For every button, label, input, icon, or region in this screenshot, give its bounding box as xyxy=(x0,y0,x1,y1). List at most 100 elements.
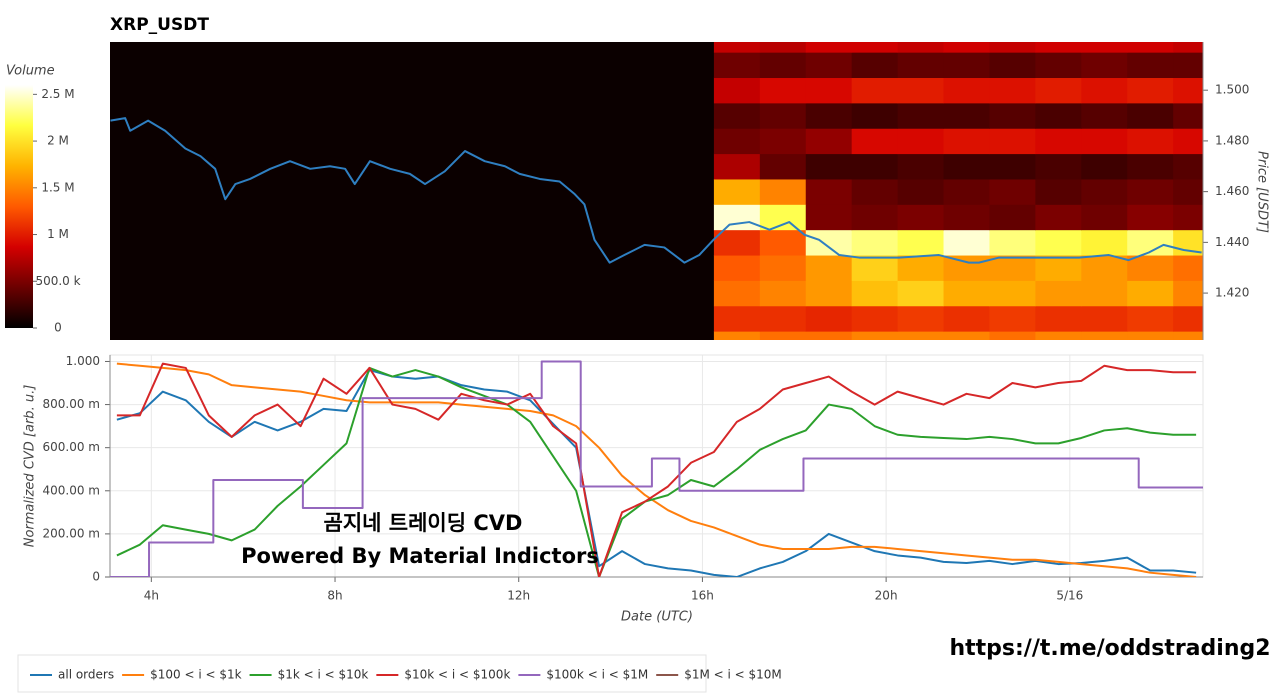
heatmap-cell xyxy=(897,128,945,155)
heatmap-cell xyxy=(1173,42,1203,53)
heatmap-cell xyxy=(943,128,990,155)
heatmap-cell xyxy=(713,331,761,340)
heatmap-cell xyxy=(713,42,761,53)
plot-background xyxy=(109,354,1204,578)
heatmap-cell xyxy=(713,280,761,307)
heatmap-cell xyxy=(1127,255,1174,281)
heatmap-cell xyxy=(897,102,945,129)
heatmap-cell xyxy=(943,305,990,332)
heatmap-cell xyxy=(1127,178,1174,205)
heatmap-cell xyxy=(1035,255,1082,281)
heatmap-cell xyxy=(1035,178,1082,205)
heatmap-cell xyxy=(851,178,899,205)
heatmap-cell xyxy=(713,305,761,332)
heatmap-cell xyxy=(1127,52,1174,79)
heatmap-cell xyxy=(1081,153,1128,180)
heatmap-cell xyxy=(713,204,761,231)
heatmap-cell xyxy=(759,204,807,231)
heatmap-cell xyxy=(1173,204,1203,231)
y-tick-label: 1.480 xyxy=(1215,133,1249,147)
heatmap-cell xyxy=(759,331,807,340)
heatmap-cell xyxy=(943,77,990,104)
colorbar xyxy=(5,85,33,328)
heatmap-cell xyxy=(1127,204,1174,231)
legend-label: $1M < i < $10M xyxy=(684,668,782,682)
heatmap-cell xyxy=(759,153,807,180)
heatmap-cell xyxy=(989,305,1036,332)
y-tick-label: 1.500 xyxy=(1215,83,1249,97)
series-line xyxy=(110,360,1203,577)
heatmap-cell xyxy=(1081,331,1128,340)
series-line xyxy=(110,117,1202,264)
heatmap-cell xyxy=(1081,128,1128,155)
heatmap-cell xyxy=(713,128,761,155)
heatmap-cell xyxy=(1081,204,1128,231)
heatmap-cell xyxy=(1035,305,1082,332)
heatmap-cell xyxy=(943,52,990,79)
x-tick-label: 16h xyxy=(691,589,714,603)
heatmap-cell xyxy=(989,77,1036,104)
heatmap-cell xyxy=(759,42,807,53)
heatmap-cell xyxy=(851,102,899,129)
colorbar-tick-label: 1.5 M xyxy=(41,180,74,194)
heatmap-cell xyxy=(1173,178,1203,205)
heatmap-cell xyxy=(759,77,807,104)
series-line xyxy=(116,362,1197,577)
heatmap-cell xyxy=(989,128,1036,155)
colorbar-tick-label: 500.0 k xyxy=(35,274,80,288)
heatmap-cell xyxy=(1035,331,1082,340)
y-tick-label: 1.460 xyxy=(1215,184,1249,198)
heatmap-cell xyxy=(897,255,945,281)
heatmap-cell xyxy=(805,52,853,79)
heatmap-cell xyxy=(943,204,990,231)
heatmap-cell xyxy=(1127,102,1174,129)
heatmap-cell xyxy=(1081,102,1128,129)
heatmap-cell xyxy=(1127,331,1174,340)
heatmap-cell xyxy=(851,255,899,281)
y-axis-label: Price [USDT] xyxy=(1255,151,1270,233)
heatmap-cell xyxy=(989,280,1036,307)
heatmap-cell xyxy=(805,255,853,281)
heatmap-cell xyxy=(1173,280,1203,307)
heatmap-cell xyxy=(1081,42,1128,53)
heatmap-cell xyxy=(759,255,807,281)
heatmap-cell xyxy=(713,255,761,281)
plot-area xyxy=(110,360,1203,577)
heatmap-cell xyxy=(943,255,990,281)
heatmap-cell xyxy=(759,229,807,256)
heatmap-cell xyxy=(1035,204,1082,231)
heatmap-cell xyxy=(805,229,853,256)
heatmap-cell xyxy=(851,229,899,256)
heatmap-cell xyxy=(943,280,990,307)
heatmap-cell xyxy=(1173,153,1203,180)
heatmap-cell xyxy=(759,128,807,155)
y-tick-label: 1.440 xyxy=(1215,235,1249,249)
heatmap-cell xyxy=(1035,153,1082,180)
heatmap-cell xyxy=(1127,305,1174,332)
annotation: 곰지네 트레이딩 CVD xyxy=(324,511,523,535)
heatmap-cell xyxy=(989,229,1036,256)
y-tick-label: 800.00 m xyxy=(43,397,101,411)
heatmap-cell xyxy=(989,153,1036,180)
x-tick-label: 5/16 xyxy=(1056,589,1083,603)
heatmap-cell xyxy=(1127,128,1174,155)
colorbar-tick-label: 1 M xyxy=(47,227,69,241)
y-axis-label: Normalized CVD [arb. u.] xyxy=(23,385,38,548)
heatmap-cell xyxy=(989,178,1036,205)
heatmap-cell xyxy=(759,52,807,79)
heatmap-cell xyxy=(1081,52,1128,79)
x-tick-label: 8h xyxy=(327,589,342,603)
y-tick-label: 1.000 xyxy=(66,354,100,368)
heatmap-cell xyxy=(759,178,807,205)
x-tick-label: 20h xyxy=(875,589,898,603)
heatmap-cell xyxy=(1173,331,1203,340)
heatmap-cell xyxy=(897,52,945,79)
heatmap-cell xyxy=(897,153,945,180)
y-tick-label: 0 xyxy=(92,570,100,584)
heatmap-cell xyxy=(943,102,990,129)
legend-label: $100 < i < $1k xyxy=(150,668,242,682)
heatmap-cell xyxy=(989,331,1036,340)
heatmap-cell xyxy=(1173,102,1203,129)
